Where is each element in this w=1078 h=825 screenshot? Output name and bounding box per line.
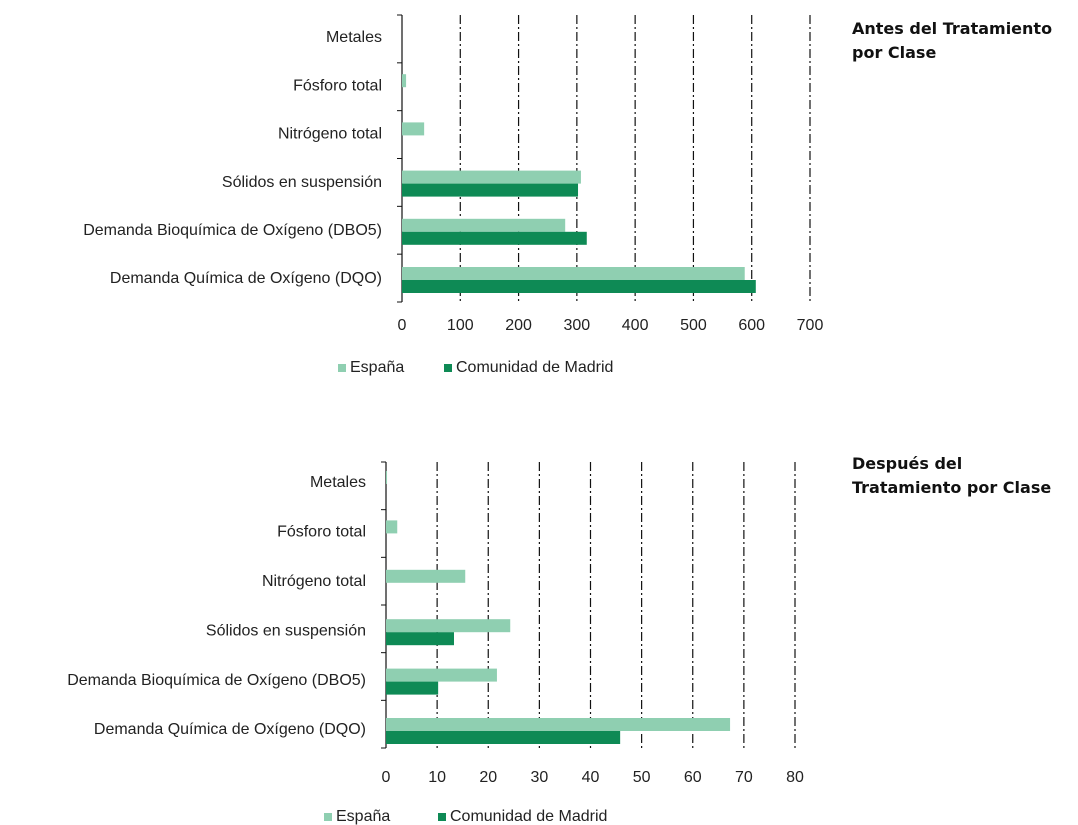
chart-title: Después del Tratamiento por Clase bbox=[852, 454, 1052, 497]
legend-swatch bbox=[338, 364, 346, 372]
bar bbox=[402, 231, 587, 245]
x-tick-label: 40 bbox=[582, 769, 600, 786]
x-tick-label: 700 bbox=[797, 317, 824, 334]
x-tick-label: 300 bbox=[564, 317, 591, 334]
x-tick-label: 30 bbox=[530, 769, 548, 786]
bar bbox=[402, 280, 756, 293]
y-tick-label: Sólidos en suspensión bbox=[222, 174, 382, 191]
bar bbox=[386, 619, 511, 633]
x-tick-label: 200 bbox=[505, 317, 532, 334]
bar bbox=[386, 731, 621, 744]
bar bbox=[402, 122, 425, 136]
y-tick-label: Nitrógeno total bbox=[278, 126, 382, 143]
bar bbox=[402, 74, 407, 88]
legend-label: Comunidad de Madrid bbox=[450, 808, 607, 825]
bar bbox=[386, 520, 398, 534]
bar bbox=[402, 267, 745, 280]
y-tick-label: Metales bbox=[326, 29, 382, 46]
y-tick-label: Sólidos en suspensión bbox=[206, 622, 366, 639]
y-tick-label: Demanda Bioquímica de Oxígeno (DBO5) bbox=[83, 222, 382, 239]
legend-swatch bbox=[438, 813, 446, 821]
y-tick-label: Metales bbox=[310, 474, 366, 491]
x-tick-label: 80 bbox=[786, 769, 804, 786]
x-tick-label: 20 bbox=[479, 769, 497, 786]
legend-label: España bbox=[336, 808, 390, 825]
x-tick-label: 0 bbox=[382, 769, 391, 786]
y-tick-label: Fósforo total bbox=[277, 524, 366, 541]
bar bbox=[402, 170, 581, 184]
x-tick-label: 60 bbox=[684, 769, 702, 786]
bar bbox=[386, 718, 731, 731]
y-tick-label: Demanda Bioquímica de Oxígeno (DBO5) bbox=[67, 672, 366, 689]
x-tick-label: 500 bbox=[680, 317, 707, 334]
y-tick-label: Demanda Química de Oxígeno (DQO) bbox=[110, 270, 382, 287]
x-tick-label: 10 bbox=[428, 769, 446, 786]
bar bbox=[402, 218, 566, 232]
legend-swatch bbox=[324, 813, 332, 821]
bar bbox=[386, 569, 466, 583]
y-tick-label: Demanda Química de Oxígeno (DQO) bbox=[94, 721, 366, 738]
bar bbox=[386, 471, 388, 484]
x-tick-label: 400 bbox=[622, 317, 649, 334]
legend-swatch bbox=[444, 364, 452, 372]
chart-title: Antes del Tratamiento por Clase bbox=[852, 19, 1053, 62]
x-tick-label: 0 bbox=[398, 317, 407, 334]
bar bbox=[386, 632, 454, 646]
bar bbox=[386, 681, 439, 695]
y-tick-label: Fósforo total bbox=[293, 77, 382, 94]
legend-label: Comunidad de Madrid bbox=[456, 359, 613, 376]
x-tick-label: 70 bbox=[735, 769, 753, 786]
x-tick-label: 600 bbox=[738, 317, 765, 334]
x-tick-label: 100 bbox=[447, 317, 474, 334]
legend-label: España bbox=[350, 359, 404, 376]
y-tick-label: Nitrógeno total bbox=[262, 573, 366, 590]
bar bbox=[402, 183, 579, 197]
bar bbox=[386, 668, 497, 682]
x-tick-label: 50 bbox=[633, 769, 651, 786]
